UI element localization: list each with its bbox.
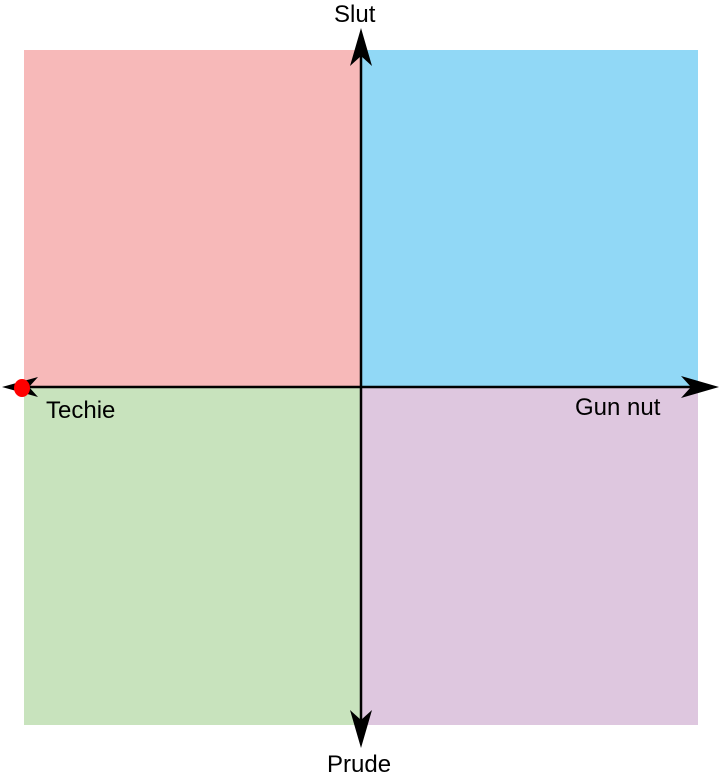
quadrant-bottom-right: [361, 387, 698, 725]
quadrant-bottom-left: [24, 387, 361, 725]
quadrant-top-left: [24, 50, 361, 387]
arrowhead-right-icon: [681, 376, 719, 398]
arrowhead-up-icon: [350, 28, 372, 66]
arrowhead-down-icon: [350, 710, 372, 748]
axis-label-top: Slut: [334, 1, 376, 28]
quadrant-top-right: [361, 50, 698, 387]
axis-label-bottom: Prude: [327, 751, 392, 778]
axis-label-right: Gun nut: [575, 394, 661, 421]
position-marker: [14, 379, 30, 397]
axis-label-left: Techie: [46, 397, 116, 424]
